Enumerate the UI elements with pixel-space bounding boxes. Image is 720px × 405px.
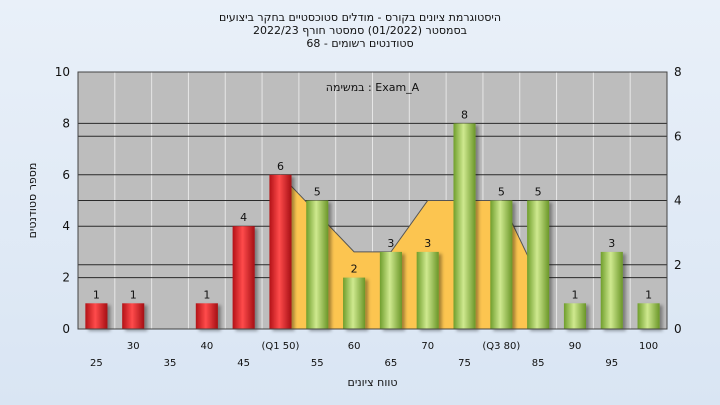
bar-value-label: 1 (93, 288, 100, 301)
x-tick-label: 70 (421, 341, 434, 352)
histogram-bar (379, 251, 402, 329)
x-axis-title: טווח ציונים (348, 376, 398, 389)
y-tick-label: 10 (55, 65, 70, 79)
bar-value-label: 5 (314, 186, 321, 199)
x-tick-label: 60 (348, 341, 361, 352)
x-tick-label: 40 (200, 341, 213, 352)
y-axis-title: מספר סטודנטים (26, 163, 39, 239)
bar-value-label: 5 (535, 186, 542, 199)
y-tick-label: 0 (62, 322, 70, 336)
x-tick-label: 90 (569, 341, 582, 352)
chart-annotation: במשימה : Exam_A (326, 81, 420, 94)
histogram-bar (600, 251, 623, 329)
y2-tick-label: 4 (674, 194, 682, 208)
bar-value-label: 6 (277, 160, 284, 173)
histogram-bar (490, 200, 513, 329)
x-tick-label: (Q3 80) (482, 341, 520, 352)
bar-value-label: 1 (571, 288, 578, 301)
bar-value-label: 3 (424, 237, 431, 250)
plot-border (77, 71, 668, 330)
x-tick-label: 95 (605, 358, 618, 369)
y-tick-label: 2 (62, 271, 70, 285)
x-tick-label: 35 (164, 358, 177, 369)
chart-subtitle-semester: בסמסטר (01/2022) סמסטר חורף 2022/23 (253, 24, 467, 37)
y-tick-label: 4 (62, 219, 70, 233)
bar-value-label: 1 (645, 288, 652, 301)
y2-tick-label: 0 (674, 322, 682, 336)
x-tick-label: 30 (127, 341, 140, 352)
y-tick-label: 8 (62, 116, 70, 130)
histogram-bar (195, 303, 218, 329)
histogram-bar (269, 174, 292, 329)
x-tick-label: 75 (458, 358, 471, 369)
bar-value-label: 1 (130, 288, 137, 301)
bar-value-label: 2 (351, 263, 358, 276)
bar-value-label: 5 (498, 186, 505, 199)
bar-value-label: 4 (240, 211, 247, 224)
histogram-bar (232, 226, 255, 329)
x-tick-label: 45 (237, 358, 250, 369)
x-tick-label: 55 (311, 358, 324, 369)
x-tick-label: (Q1 50) (261, 341, 299, 352)
y2-tick-label: 2 (674, 258, 682, 272)
y-tick-label: 6 (62, 168, 70, 182)
x-tick-label: 65 (385, 358, 398, 369)
histogram-bar (637, 303, 660, 329)
histogram-bar (85, 303, 108, 329)
histogram-bar (343, 277, 366, 329)
chart-title: היסטוגרמת ציונים בקורס - מודלים סטוכסטיי… (218, 11, 502, 24)
bar-value-label: 8 (461, 108, 468, 121)
histogram-bar (453, 123, 476, 330)
bar-value-label: 1 (203, 288, 210, 301)
histogram-bar (563, 303, 587, 329)
histogram-bar (416, 251, 439, 329)
x-tick-label: 25 (90, 358, 103, 369)
chart-subtitle-enrolled: סטודנטים רשומים - 68 (306, 37, 414, 50)
histogram-bar (306, 200, 329, 329)
y2-tick-label: 6 (674, 129, 682, 143)
bar-value-label: 3 (608, 237, 615, 250)
x-tick-label: 85 (532, 358, 545, 369)
bar-value-label: 3 (387, 237, 394, 250)
histogram-bar (122, 303, 145, 329)
histogram-bar (527, 200, 550, 329)
y2-tick-label: 8 (674, 65, 682, 79)
x-tick-label: 100 (639, 341, 658, 352)
